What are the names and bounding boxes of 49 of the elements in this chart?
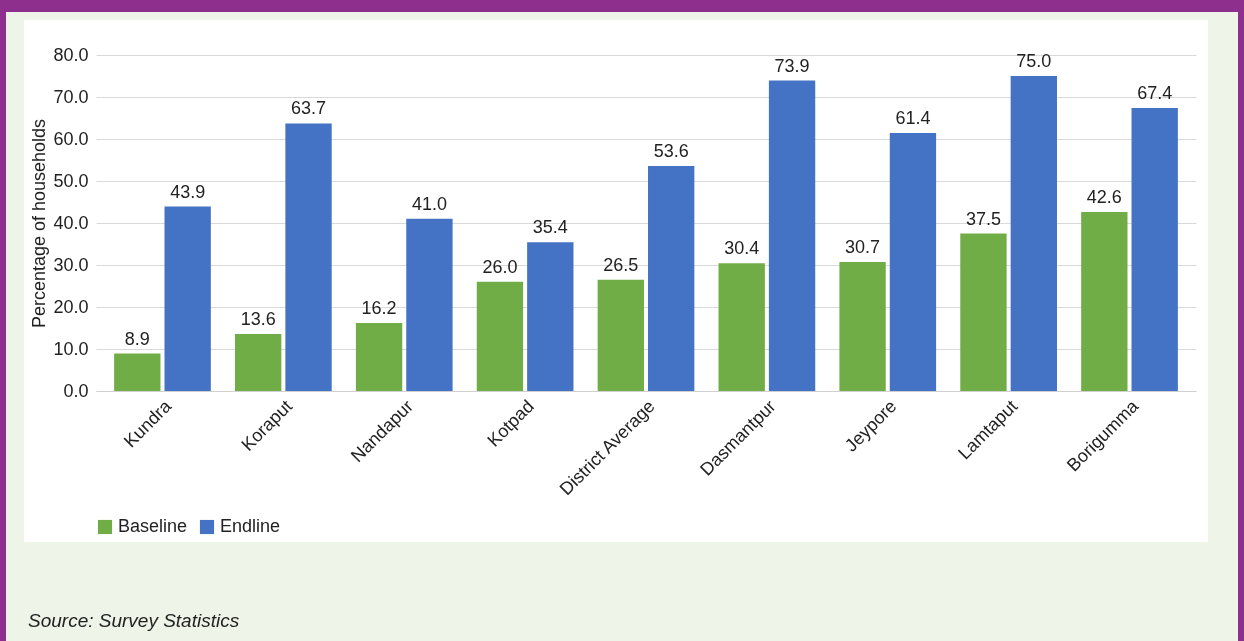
data-label: 35.4: [532, 217, 568, 238]
data-label: 67.4: [1137, 82, 1173, 103]
y-tick-label: 60.0: [53, 128, 89, 149]
bar: [114, 353, 161, 391]
bar: [1010, 76, 1057, 391]
data-label: 16.2: [361, 297, 397, 318]
data-label: 26.5: [603, 254, 639, 275]
data-label: 73.9: [774, 55, 810, 76]
data-label: 63.7: [291, 98, 327, 119]
bar: [476, 281, 524, 391]
bar: [718, 263, 765, 391]
data-label: 75.0: [1016, 51, 1052, 71]
bar: [285, 123, 332, 391]
y-tick-label: 70.0: [53, 86, 89, 107]
data-label: 53.6: [653, 140, 689, 161]
data-label: 41.0: [411, 193, 447, 214]
data-label: 13.6: [240, 308, 276, 329]
bar: [960, 233, 1007, 391]
data-label: 26.0: [482, 256, 518, 277]
y-tick-label: 0.0: [63, 380, 89, 401]
data-label: 8.9: [124, 328, 150, 349]
data-label: 42.6: [1086, 187, 1122, 208]
data-label: 30.7: [845, 237, 881, 258]
bar: [164, 206, 211, 391]
bar: [406, 218, 453, 391]
data-label: 43.9: [170, 181, 206, 202]
y-tick-label: 50.0: [53, 170, 89, 191]
bar: [355, 322, 403, 391]
data-label: 37.5: [965, 208, 1001, 229]
data-label: 30.4: [724, 238, 760, 259]
data-label: 61.4: [895, 108, 931, 129]
bar: [1081, 212, 1128, 391]
bar: [768, 80, 816, 391]
y-tick-label: 20.0: [53, 296, 89, 317]
bar: [527, 242, 574, 391]
y-tick-label: 40.0: [53, 212, 89, 233]
y-tick-label: 30.0: [53, 254, 89, 275]
bar: [235, 333, 282, 391]
y-axis-title: Percentage of households: [29, 118, 50, 329]
bar: [597, 279, 644, 391]
y-tick-label: 10.0: [53, 338, 89, 359]
bar: [648, 165, 695, 391]
bar: [1131, 107, 1178, 391]
legend-label: Baseline: [118, 516, 188, 536]
bar: [889, 133, 937, 391]
bar: [839, 262, 886, 391]
legend-label: Endline: [220, 516, 281, 536]
source-note: Source: Survey Statistics: [28, 610, 240, 632]
y-tick-label: 80.0: [53, 44, 89, 65]
